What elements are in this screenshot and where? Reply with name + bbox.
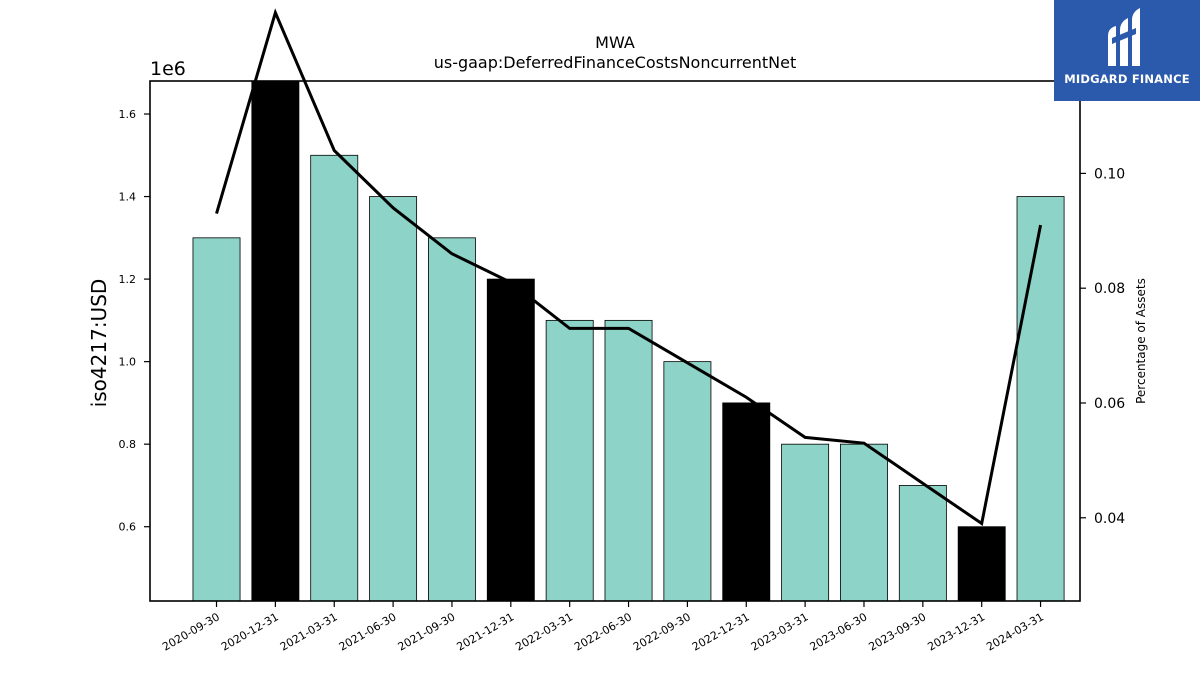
x-tick-label: 2024-03-31 [984,610,1046,653]
x-tick-label: 2021-09-30 [396,610,458,653]
y2-axis-label: Percentage of Assets [1134,278,1148,404]
bar-2022-06-30 [604,319,653,602]
y-offset-text: 1e6 [150,58,186,80]
bar-2020-12-31 [251,80,300,602]
y-tick-label: 1.4 [119,191,137,204]
x-tick-label: 2023-06-30 [808,610,870,653]
x-tick-label: 2021-06-30 [337,610,399,653]
bar-2023-12-31 [957,526,1006,602]
ratio-line [215,8,1043,527]
x-tick-label: 2021-03-31 [278,610,340,653]
x-tick-label: 2023-03-31 [749,610,811,653]
bar-2022-09-30 [663,361,712,602]
x-tick-label: 2022-12-31 [690,610,752,653]
bar-2023-03-31 [781,443,830,602]
x-tick-label: 2020-09-30 [160,610,222,653]
y-axis-ticks: 0.6 0.8 1.0 1.2 1.4 1.6 [119,108,150,534]
logo-mark-icon [1108,8,1140,66]
y2-tick-label: 0.06 [1094,396,1125,412]
y-tick-label: 1.0 [119,356,137,369]
ratio-line-layer [215,8,1043,527]
chart-subtitle: us-gaap:DeferredFinanceCostsNoncurrentNe… [434,53,797,72]
logo-text: MIDGARD FINANCE [1064,72,1190,86]
bar-2021-03-31 [310,154,359,602]
x-tick-label: 2023-12-31 [925,610,987,653]
x-tick-label: 2022-03-31 [513,610,575,653]
bar-2021-06-30 [369,196,418,602]
bar-2023-09-30 [898,485,947,602]
bar-2022-12-31 [722,402,771,602]
bar-2023-06-30 [840,443,888,602]
chart-title: MWA [595,33,635,52]
y-tick-label: 0.8 [119,438,137,451]
x-axis-ticks: 2020-09-302020-12-312021-03-312021-06-30… [160,601,1046,654]
x-tick-label: 2020-12-31 [219,610,281,653]
y2-tick-label: 0.10 [1094,166,1125,182]
bar-2020-09-30 [192,237,241,602]
x-tick-label: 2022-09-30 [631,610,693,653]
bar-2024-03-31 [1016,196,1065,602]
y2-tick-label: 0.08 [1094,281,1125,297]
y2-tick-label: 0.04 [1094,511,1125,527]
x-tick-label: 2023-09-30 [866,610,928,653]
bar-2021-09-30 [428,237,476,602]
x-tick-label: 2022-06-30 [572,610,634,653]
bar-2022-03-31 [545,319,594,602]
y-axis-label: iso4217:USD [87,279,111,408]
y2-axis-ticks: 0.04 0.06 0.08 0.10 [1080,166,1125,527]
plot-frame [149,80,1081,602]
x-tick-label: 2021-12-31 [454,610,516,653]
bars-layer [192,80,1065,602]
y-tick-label: 1.6 [119,108,137,121]
y-tick-label: 0.6 [119,521,137,534]
bar-2021-12-31 [486,278,535,602]
y-tick-label: 1.2 [119,273,137,286]
brand-logo: MIDGARD FINANCE [1054,0,1200,101]
